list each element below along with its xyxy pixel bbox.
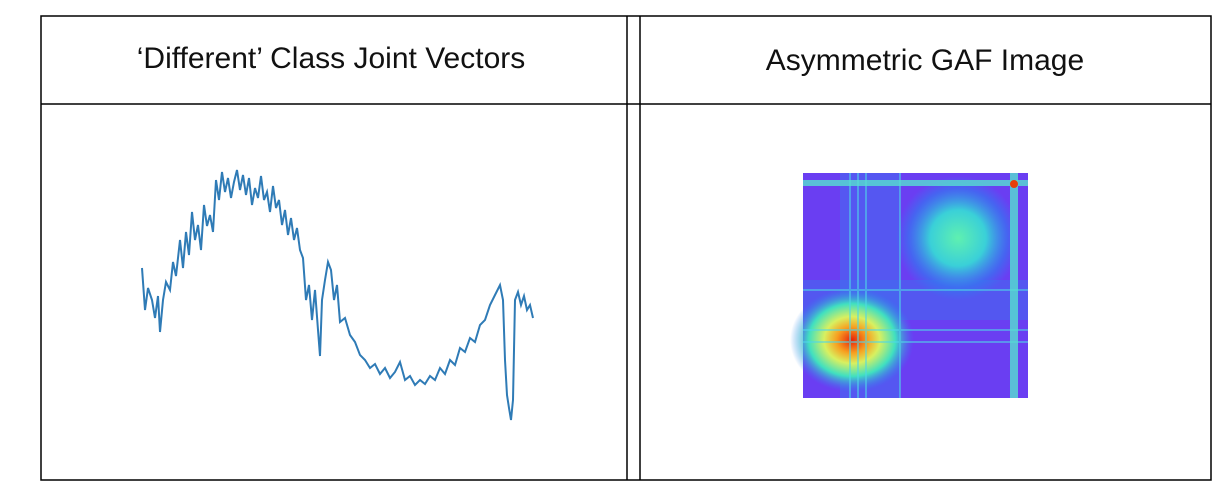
signal-plot [141, 169, 534, 421]
column-header: Asymmetric GAF Image [766, 44, 1084, 77]
table-borders [40, 15, 1212, 481]
gaf-image [790, 173, 1028, 398]
column-header: ‘Different’ Class Joint Vectors [137, 42, 526, 75]
